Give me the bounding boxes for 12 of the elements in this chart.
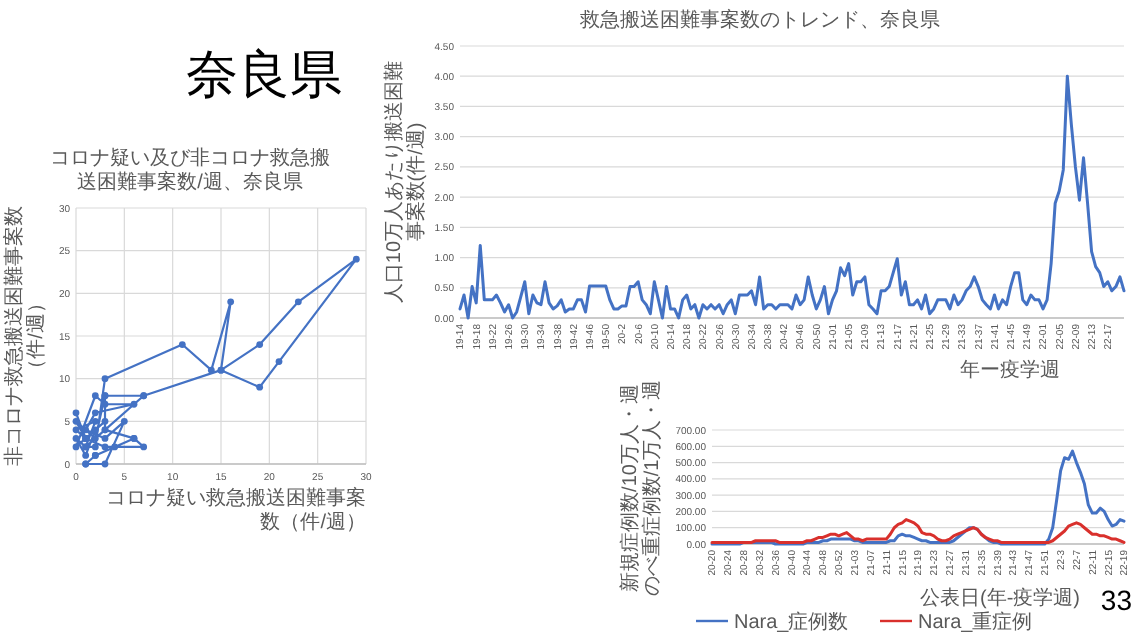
x-axis-title: 年ー疫学週 [960,358,1060,382]
x-axis-title: 公表日(年-疫学週) [920,586,1080,610]
y-axis-title: 非コロナ救急搬送困難事案数（件/週） [2,206,48,466]
text: 33 [1100,584,1133,616]
chart-title: 救急搬送困難事案数のトレンド、奈良県 [578,8,940,32]
chart-title: コロナ疑い及び非コロナ救急搬送困難事案数/週、奈良県 [50,146,330,194]
text: 奈良県 [186,44,342,104]
legend-label: Nara_症例数 [734,610,849,634]
y-axis-title: 人口10万人あたり搬送困難事案数(件/週) [382,60,428,304]
x-axis-title: コロナ疑い救急搬送困難事案数（件/週） [106,486,366,534]
legend-label: Nara_重症例 [918,610,1033,634]
y-axis-title: 新規症例数/10万人・週のべ重症例数/1万人・週 [618,379,664,597]
